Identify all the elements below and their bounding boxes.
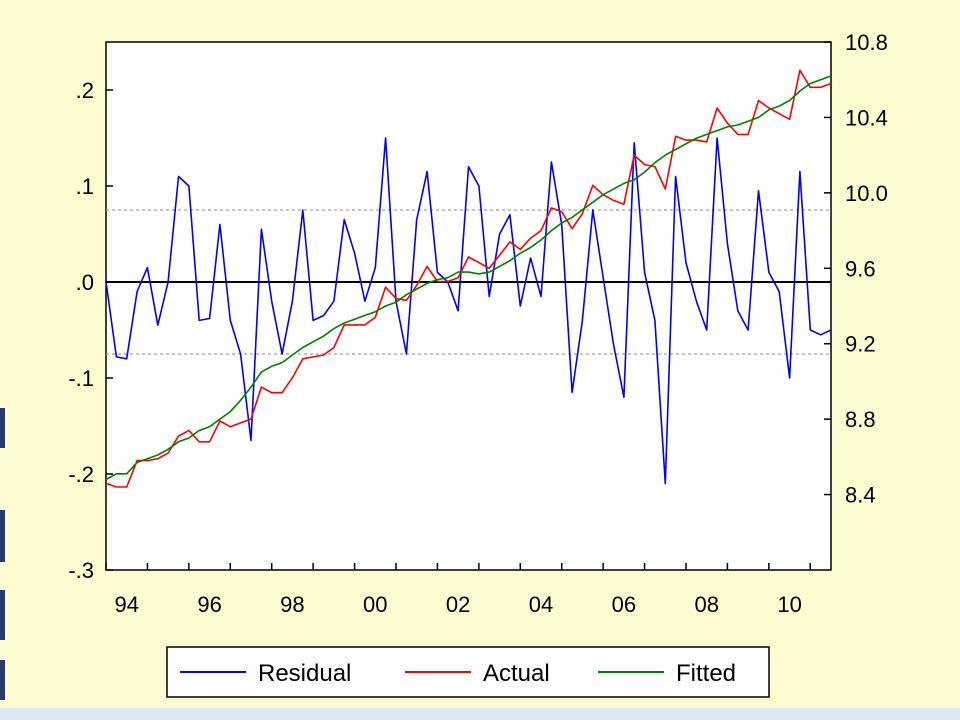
side-mark bbox=[0, 590, 5, 640]
x-axis-tick-label: 08 bbox=[694, 592, 718, 617]
right-axis-tick-label: 9.2 bbox=[845, 332, 876, 357]
right-axis-tick-label: 10.0 bbox=[845, 181, 888, 206]
right-axis-tick-label: 9.6 bbox=[845, 256, 876, 281]
right-axis-tick-label: 8.4 bbox=[845, 483, 876, 508]
legend-label-actual: Actual bbox=[483, 660, 550, 687]
x-axis-tick-label: 02 bbox=[446, 592, 470, 617]
series-lines bbox=[105, 69, 832, 488]
series-line-residual bbox=[105, 137, 832, 485]
left-axis-tick-label: .0 bbox=[76, 270, 94, 295]
legend-label-residual: Residual bbox=[258, 660, 351, 687]
legend-box bbox=[166, 646, 770, 698]
x-axis-tick-label: 04 bbox=[529, 592, 553, 617]
plot-area bbox=[105, 41, 832, 571]
x-axis-tick-label: 96 bbox=[197, 592, 221, 617]
axes: .2 .1 .0 -.1 -.2 -.3 10.8 10.4 10.0 9.6 9.2 8.8 8.4 9… bbox=[68, 30, 888, 617]
side-mark bbox=[0, 510, 5, 562]
x-axis-tick-label: 94 bbox=[114, 592, 138, 617]
side-mark bbox=[0, 660, 5, 700]
legend: Residual Actual Fitted bbox=[166, 646, 770, 698]
side-mark bbox=[0, 408, 5, 448]
bottom-strip bbox=[0, 708, 960, 720]
left-axis-tick-label: .1 bbox=[76, 174, 94, 199]
left-axis-tick-label: -.1 bbox=[68, 366, 94, 391]
x-axis-tick-label: 10 bbox=[777, 592, 801, 617]
left-axis-tick-label: -.3 bbox=[68, 558, 94, 583]
series-line-actual bbox=[105, 69, 832, 488]
right-axis-tick-label: 10.4 bbox=[845, 105, 888, 130]
x-axis-tick-label: 98 bbox=[280, 592, 304, 617]
left-axis-tick-label: -.2 bbox=[68, 462, 94, 487]
right-axis-tick-label: 8.8 bbox=[845, 407, 876, 432]
right-axis-tick-label: 10.8 bbox=[845, 30, 888, 55]
x-axis-tick-label: 06 bbox=[612, 592, 636, 617]
x-axis-tick-label: 00 bbox=[363, 592, 387, 617]
series-line-fitted bbox=[105, 75, 832, 481]
left-axis-tick-label: .2 bbox=[76, 78, 94, 103]
legend-label-fitted: Fitted bbox=[676, 660, 736, 687]
